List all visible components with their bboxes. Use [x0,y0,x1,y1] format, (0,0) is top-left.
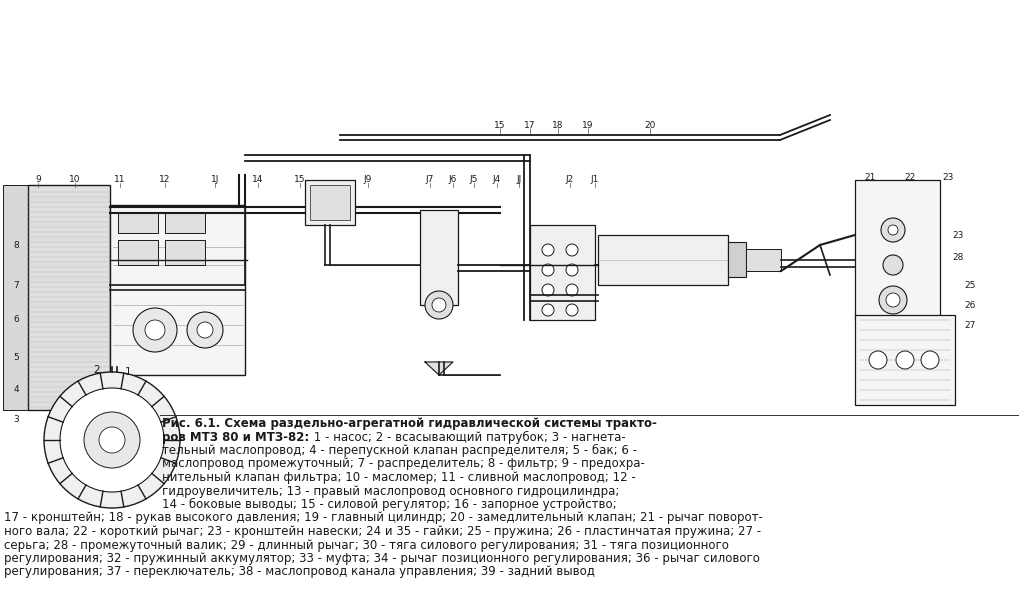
Circle shape [566,304,578,316]
Bar [28,185,110,410]
Text: JJ: JJ [516,175,521,184]
Text: 5: 5 [13,352,18,362]
Text: 10: 10 [70,175,81,184]
Text: J6: J6 [449,175,457,184]
Circle shape [187,312,223,348]
Bar [530,225,595,320]
Text: 22: 22 [904,172,915,181]
Text: 28: 28 [952,253,964,261]
Bar [310,185,350,220]
Bar [165,240,205,265]
Circle shape [921,351,939,369]
Text: 9: 9 [35,175,41,184]
Circle shape [145,320,165,340]
Circle shape [542,304,554,316]
Bar [118,213,158,233]
Text: 21: 21 [864,172,876,181]
Text: J5: J5 [470,175,478,184]
Bar [165,213,205,233]
Bar [3,185,30,410]
Text: 15: 15 [294,175,306,184]
Circle shape [566,264,578,276]
Circle shape [869,351,887,369]
Text: 14 - боковые выводы; 15 - силовой регулятор; 16 - запорное устройство;: 14 - боковые выводы; 15 - силовой регуля… [162,498,616,511]
Bar [110,205,245,375]
Text: регулирования; 37 - переключатель; 38 - маслопровод канала управления; 39 - задн: регулирования; 37 - переключатель; 38 - … [4,566,595,579]
Text: 19: 19 [583,121,594,130]
Text: тельный маслопровод; 4 - перепускной клапан распределителя; 5 - бак; 6 -: тельный маслопровод; 4 - перепускной кла… [162,444,637,457]
Text: 15: 15 [495,121,506,130]
Text: J2: J2 [566,175,574,184]
Polygon shape [425,362,453,375]
Text: 17 - кронштейн; 18 - рукав высокого давления; 19 - главный цилиндр; 20 - замедли: 17 - кронштейн; 18 - рукав высокого давл… [4,512,763,525]
Text: ров МТЗ 80 и МТЗ-82:: ров МТЗ 80 и МТЗ-82: [162,430,309,443]
Text: 17: 17 [524,121,536,130]
Text: 23: 23 [942,172,953,181]
Bar [728,242,746,277]
Circle shape [566,244,578,256]
Text: 7: 7 [13,280,18,290]
Text: 11: 11 [115,175,126,184]
Text: J7: J7 [426,175,434,184]
Text: 4: 4 [13,386,18,394]
Circle shape [44,372,180,508]
Circle shape [879,286,907,314]
Text: 26: 26 [965,301,976,309]
Bar [420,210,458,305]
Bar [598,235,728,285]
Circle shape [542,264,554,276]
Text: нительный клапан фильтра; 10 - масломер; 11 - сливной маслопровод; 12 -: нительный клапан фильтра; 10 - масломер;… [162,471,636,484]
Bar [855,180,940,320]
Text: маслопровод промежуточный; 7 - распределитель; 8 - фильтр; 9 - предохра-: маслопровод промежуточный; 7 - распредел… [162,458,645,470]
Circle shape [60,388,164,492]
Text: J4: J4 [493,175,501,184]
Text: J9: J9 [364,175,372,184]
Circle shape [888,225,898,235]
Text: 14: 14 [252,175,264,184]
Text: 27: 27 [965,320,976,330]
Circle shape [84,412,140,468]
Circle shape [542,244,554,256]
Bar [305,180,355,225]
Text: 3: 3 [13,416,18,424]
Bar [746,249,781,271]
Circle shape [425,291,453,319]
Circle shape [566,284,578,296]
Text: 2: 2 [93,365,100,375]
Text: ного вала; 22 - короткий рычаг; 23 - кронштейн навески; 24 и 35 - гайки; 25 - пр: ного вала; 22 - короткий рычаг; 23 - кро… [4,525,761,538]
Text: 25: 25 [965,280,976,290]
Text: 18: 18 [552,121,564,130]
Text: 12: 12 [160,175,171,184]
Text: 1: 1 [125,367,131,377]
Text: 1 - насос; 2 - всасывающий патрубок; 3 - нагнета-: 1 - насос; 2 - всасывающий патрубок; 3 -… [310,430,626,443]
Circle shape [883,255,903,275]
Bar [855,315,955,405]
Text: J1: J1 [591,175,599,184]
Text: гидроувеличитель; 13 - правый маслопровод основного гидроцилиндра;: гидроувеличитель; 13 - правый маслопрово… [162,485,620,498]
Circle shape [99,427,125,453]
Text: регулирования; 32 - пружинный аккумулятор; 33 - муфта; 34 - рычаг позиционного р: регулирования; 32 - пружинный аккумулято… [4,552,760,565]
Text: 8: 8 [13,240,18,250]
Circle shape [881,218,905,242]
Circle shape [197,322,213,338]
Bar [118,240,158,265]
Circle shape [542,284,554,296]
Text: 20: 20 [644,121,655,130]
Circle shape [896,351,914,369]
Circle shape [886,293,900,307]
Text: серьга; 28 - промежуточный валик; 29 - длинный рычаг; 30 - тяга силового регулир: серьга; 28 - промежуточный валик; 29 - д… [4,539,729,552]
Text: 1J: 1J [211,175,219,184]
Circle shape [133,308,177,352]
Text: 6: 6 [13,315,18,325]
Circle shape [432,298,446,312]
Text: 23: 23 [952,231,964,239]
Text: Рис. 6.1. Схема раздельно-агрегатной гидравлической системы тракто-: Рис. 6.1. Схема раздельно-агрегатной гид… [162,417,656,430]
